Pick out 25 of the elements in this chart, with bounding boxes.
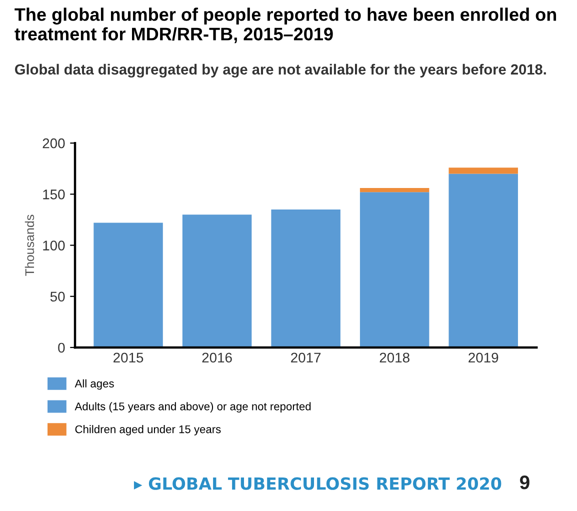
chart-subtitle: Global data disaggregated by age are not available for the years before 2018. — [15, 64, 546, 78]
x-tick-label: 2016 — [202, 352, 232, 363]
legend-label: All ages — [74, 379, 114, 390]
y-tick-label: 150 — [43, 190, 65, 200]
bar — [448, 174, 518, 348]
bar — [360, 192, 430, 348]
text: ▸ GLOBAL TUBERCULOSIS REPORT 2020 — [134, 477, 502, 490]
x-tick-label: 2019 — [468, 352, 498, 363]
x-tick-label: 2015 — [114, 352, 144, 363]
bar — [360, 188, 430, 192]
y-tick-label: 200 — [42, 138, 65, 148]
text: 9 — [520, 476, 530, 490]
legend-label: Children aged under 15 years — [75, 425, 221, 436]
bar — [271, 210, 340, 348]
x-tick-label: 2018 — [380, 352, 410, 363]
legend-label: Adults (15 years and above) or age not reported — [74, 402, 311, 413]
bar — [182, 214, 252, 348]
y-axis-title: Thousands — [24, 214, 34, 276]
bar — [94, 222, 163, 348]
y-tick-label: 50 — [50, 292, 65, 302]
y-tick-label: 100 — [43, 240, 65, 250]
y-tick-label: 0 — [58, 342, 65, 353]
chart-title: The global number of people reported to have been enrolled on treatment for MDR/RR-TB, 2015–2019 — [14, 8, 556, 44]
bar — [448, 168, 518, 174]
x-tick-label: 2017 — [291, 352, 321, 363]
